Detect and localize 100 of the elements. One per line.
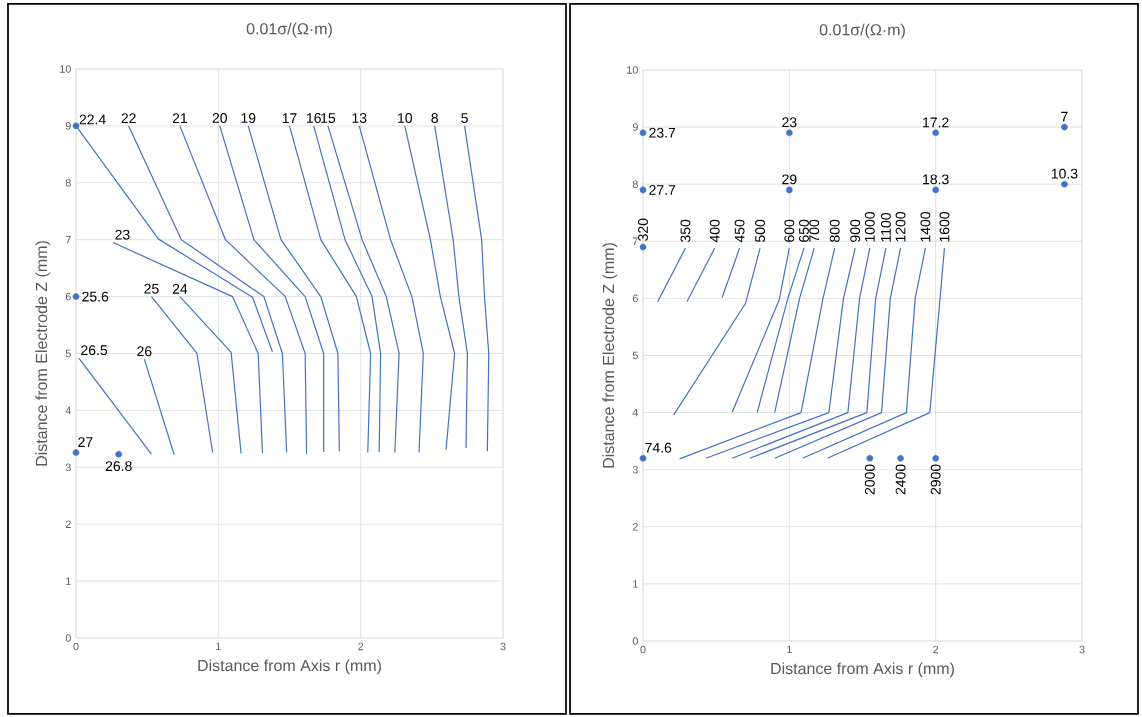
series-label: 16	[306, 113, 321, 123]
point	[639, 186, 647, 194]
series-label: 25	[144, 283, 159, 294]
text: 450	[734, 219, 745, 243]
y-tick-label: 3	[65, 463, 71, 472]
text: 1100	[880, 212, 891, 242]
y-tick-label: 6	[65, 292, 71, 301]
y-tick-label: 3	[632, 465, 638, 474]
text: 400	[709, 219, 720, 243]
line-series	[288, 125, 372, 454]
text: 1200	[895, 211, 906, 242]
y-tick-label: 4	[65, 406, 71, 415]
text: 600	[784, 219, 795, 242]
series-label: 19	[241, 113, 256, 123]
series-label: 8	[431, 113, 438, 123]
line-series	[219, 125, 325, 453]
series-label: 26	[137, 346, 152, 357]
text: 1400	[920, 211, 931, 242]
series-label: 17	[282, 113, 297, 123]
point	[639, 129, 647, 137]
line-series	[705, 247, 856, 459]
point	[786, 129, 793, 137]
line-series	[826, 247, 946, 459]
y-tick-label: 2	[632, 523, 638, 531]
text: 2400	[895, 464, 906, 495]
y-tick-label: 1	[633, 580, 638, 588]
series-label: 29	[782, 174, 797, 185]
y-tick-label: 4	[632, 408, 638, 417]
point	[1061, 180, 1068, 188]
line-series	[774, 247, 902, 459]
y-tick-label: 7	[632, 237, 638, 245]
line-series	[313, 125, 382, 453]
point	[72, 122, 80, 130]
series-label: 21	[172, 113, 187, 123]
y-tick-label: 8	[65, 179, 71, 187]
x-tick-label: 1	[787, 645, 792, 654]
x-axis-title: Distance from Axis r (mm)	[198, 659, 381, 675]
x-tick-label: 2	[933, 645, 939, 654]
series-label: 23.7	[649, 127, 676, 138]
text: 1000	[864, 211, 875, 242]
series-label: 74.6	[645, 442, 672, 453]
text: 800	[829, 219, 840, 242]
line-series	[731, 247, 871, 459]
line-series	[358, 125, 424, 454]
line-series	[463, 125, 490, 452]
series-label: 5	[461, 113, 468, 123]
y-tick-label: 5	[632, 351, 638, 360]
y-tick-label: 10	[60, 65, 71, 73]
y-tick-label: 1	[66, 577, 71, 585]
text: 1600	[939, 211, 950, 242]
series-label: 18.3	[923, 174, 949, 185]
y-axis-title: Distance from Electrode Z (mm)	[35, 241, 51, 466]
x-tick-label: 2	[358, 642, 364, 651]
x-axis-title: Distance from Axis r (mm)	[771, 662, 954, 678]
point	[932, 129, 939, 137]
series-label: 20	[212, 113, 227, 123]
series-label: 23	[782, 117, 797, 128]
point	[866, 454, 874, 462]
point	[72, 293, 80, 300]
chart-title: 0.01σ/(Ω·m)	[246, 22, 332, 38]
x-tick-label: 3	[1079, 645, 1085, 654]
text: 320	[638, 218, 648, 241]
y-tick-label: 0	[65, 634, 71, 642]
point	[932, 186, 939, 194]
point	[897, 454, 904, 462]
x-tick-label: 3	[500, 642, 506, 651]
point	[639, 243, 647, 251]
point	[932, 454, 939, 462]
series-label: 26.8	[105, 461, 132, 472]
text: 700	[809, 219, 820, 242]
series-label: 27	[78, 437, 93, 447]
point	[639, 454, 647, 462]
line-series	[801, 247, 927, 459]
series-label: 24	[172, 283, 188, 294]
line-series	[404, 125, 456, 451]
chart-title: 0.01σ/(Ω·m)	[819, 23, 905, 39]
series-label: 10	[398, 113, 413, 123]
series-label: 23	[115, 229, 130, 240]
y-tick-label: 9	[632, 123, 638, 131]
series-label: 27.7	[649, 185, 676, 195]
y-tick-label: 6	[632, 294, 638, 303]
x-tick-label: 0	[640, 645, 646, 654]
text: 350	[680, 219, 691, 243]
line-series	[128, 125, 288, 454]
point	[786, 186, 793, 194]
x-tick-label: 1	[216, 642, 221, 651]
series-label: 13	[352, 113, 367, 123]
y-tick-label: 7	[65, 236, 71, 244]
line-series	[749, 247, 887, 459]
y-tick-label: 10	[627, 66, 638, 74]
text: 650	[799, 219, 809, 242]
series-label: 26.5	[81, 345, 108, 356]
series-label: 15	[321, 113, 336, 123]
y-tick-label: 0	[632, 637, 638, 645]
text: 2900	[930, 464, 941, 495]
line-series	[434, 125, 469, 449]
series-label: 7	[1061, 111, 1068, 122]
text: 900	[850, 219, 861, 242]
series-label: 22.4	[79, 114, 106, 125]
line-series	[247, 125, 340, 452]
